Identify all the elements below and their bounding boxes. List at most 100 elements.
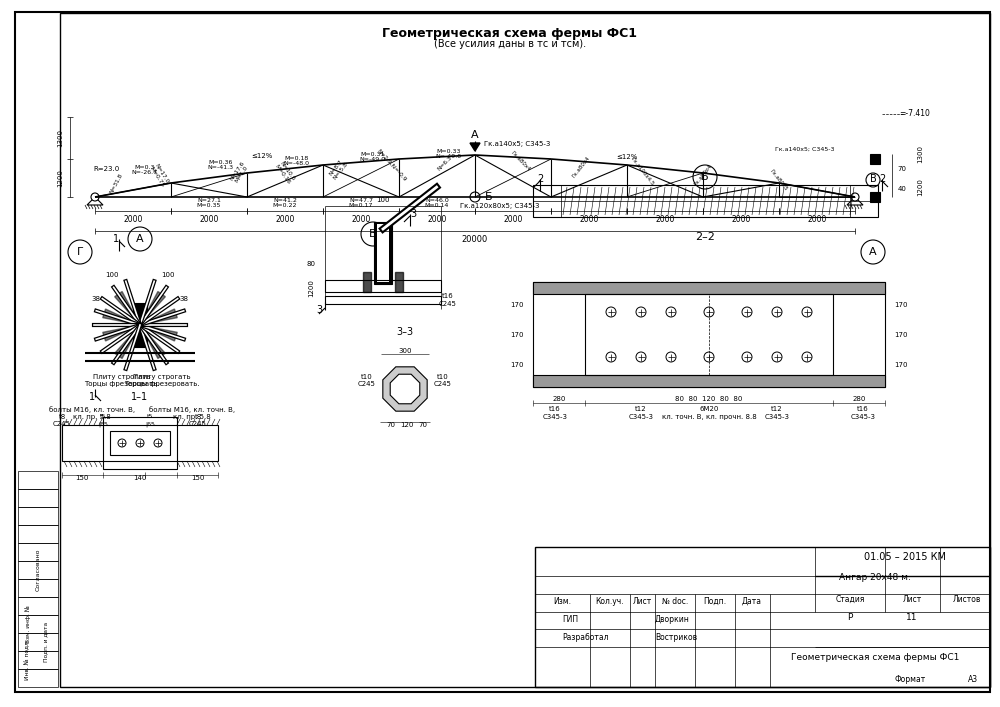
Text: 3: 3 bbox=[410, 209, 416, 219]
Text: N=17.0
M=0.75: N=17.0 M=0.75 bbox=[149, 163, 170, 187]
Text: 300: 300 bbox=[398, 348, 412, 354]
Text: t10: t10 bbox=[361, 374, 373, 380]
Text: Торцы фрезеровать.: Торцы фрезеровать. bbox=[84, 381, 160, 387]
Text: Лист: Лист bbox=[902, 595, 922, 604]
Text: 70: 70 bbox=[418, 422, 428, 428]
Text: M=0.18
N=-48.0: M=0.18 N=-48.0 bbox=[283, 156, 309, 166]
Text: ГИП: ГИП bbox=[562, 616, 578, 624]
Text: Формат: Формат bbox=[894, 674, 926, 684]
Circle shape bbox=[851, 193, 859, 201]
Text: 3–3: 3–3 bbox=[396, 327, 414, 337]
Polygon shape bbox=[395, 272, 403, 292]
Bar bbox=[18, 489, 58, 507]
Text: N=27.1
M=0.35: N=27.1 M=0.35 bbox=[197, 197, 221, 209]
Text: 170: 170 bbox=[510, 362, 524, 368]
Text: 38: 38 bbox=[180, 296, 188, 302]
Bar bbox=[325, 280, 441, 292]
Text: Гк.а140х5; С345-3: Гк.а140х5; С345-3 bbox=[775, 146, 835, 151]
Polygon shape bbox=[103, 325, 140, 341]
Text: Гк.а120х80х5; С345-3: Гк.а120х80х5; С345-3 bbox=[460, 203, 540, 209]
Text: № doc.: № doc. bbox=[662, 597, 688, 605]
Text: болты М16, кл. точн. В,: болты М16, кл. точн. В, bbox=[149, 407, 235, 414]
Text: t16: t16 bbox=[549, 406, 561, 412]
Text: ≤12%: ≤12% bbox=[616, 154, 638, 160]
Text: Р: Р bbox=[847, 612, 853, 621]
Polygon shape bbox=[390, 374, 420, 404]
Text: 80  80  120  80  80: 80 80 120 80 80 bbox=[675, 396, 743, 402]
Text: N=31.8: N=31.8 bbox=[109, 172, 124, 194]
Text: 2000: 2000 bbox=[731, 214, 751, 223]
Polygon shape bbox=[470, 143, 480, 151]
Text: 1200: 1200 bbox=[308, 279, 314, 297]
Polygon shape bbox=[115, 291, 140, 325]
Text: 2000: 2000 bbox=[427, 214, 447, 223]
Text: 1: 1 bbox=[113, 234, 119, 244]
Text: Востриков: Востриков bbox=[655, 633, 697, 643]
Text: 70: 70 bbox=[898, 166, 906, 172]
Bar bbox=[18, 561, 58, 579]
Text: Стадия: Стадия bbox=[835, 595, 865, 604]
Text: В: В bbox=[870, 174, 876, 184]
Text: C245: C245 bbox=[53, 421, 71, 427]
Text: Подп.: Подп. bbox=[703, 597, 727, 605]
Polygon shape bbox=[140, 325, 177, 341]
Text: Б: Б bbox=[701, 172, 709, 182]
Text: 170: 170 bbox=[894, 302, 908, 308]
Text: Дворкин: Дворкин bbox=[655, 616, 690, 624]
Text: 20000: 20000 bbox=[462, 235, 488, 243]
Text: 38: 38 bbox=[92, 296, 100, 302]
Text: Геометрическая схема фермы ФС1: Геометрическая схема фермы ФС1 bbox=[382, 28, 638, 40]
Text: кл. пр. 5.8: кл. пр. 5.8 bbox=[73, 414, 111, 420]
Text: Дата: Дата bbox=[742, 597, 762, 605]
Circle shape bbox=[91, 193, 99, 201]
Text: Геометрическая схема фермы ФС1: Геометрическая схема фермы ФС1 bbox=[791, 653, 959, 662]
Text: Гк.а140х5; С345-3: Гк.а140х5; С345-3 bbox=[484, 141, 550, 147]
Text: Инв. № подл.: Инв. № подл. bbox=[25, 640, 31, 680]
Text: N=41.2
M=0.22: N=41.2 M=0.22 bbox=[273, 197, 297, 209]
Text: Изм.: Изм. bbox=[553, 597, 571, 605]
Text: N=6.3: N=6.3 bbox=[436, 155, 453, 171]
Text: M=0.31
N=-49.0: M=0.31 N=-49.0 bbox=[359, 151, 385, 163]
Text: 280: 280 bbox=[852, 396, 866, 402]
Polygon shape bbox=[140, 309, 177, 325]
Text: кл. пр. 5.8: кл. пр. 5.8 bbox=[173, 414, 211, 420]
Text: 170: 170 bbox=[894, 362, 908, 368]
Text: 280: 280 bbox=[552, 396, 566, 402]
Text: N=8.7
N=-5.8: N=8.7 N=-5.8 bbox=[328, 158, 349, 180]
Bar bbox=[18, 633, 58, 651]
Text: t5: t5 bbox=[147, 414, 153, 419]
Text: 40: 40 bbox=[898, 186, 906, 192]
Polygon shape bbox=[363, 272, 371, 292]
Polygon shape bbox=[383, 367, 427, 411]
Text: Г: Г bbox=[77, 247, 83, 257]
Bar bbox=[533, 185, 878, 217]
Text: 170: 170 bbox=[894, 332, 908, 338]
Text: 170: 170 bbox=[510, 332, 524, 338]
Bar bbox=[870, 154, 880, 164]
Text: А: А bbox=[136, 234, 144, 244]
Text: Гк.а80х4: Гк.а80х4 bbox=[510, 150, 531, 172]
Text: Б: Б bbox=[485, 192, 493, 202]
Bar bbox=[533, 282, 885, 294]
Text: C245: C245 bbox=[358, 381, 376, 387]
Text: N=10.6
M=0.16: N=10.6 M=0.16 bbox=[274, 160, 296, 185]
Text: |65: |65 bbox=[98, 421, 108, 427]
Bar bbox=[535, 547, 990, 687]
Text: N=47.7
M=0.17: N=47.7 M=0.17 bbox=[349, 197, 373, 209]
Bar bbox=[377, 224, 389, 282]
Text: t8: t8 bbox=[194, 414, 202, 420]
Text: N=2.9,N=-0.9: N=2.9,N=-0.9 bbox=[376, 148, 407, 182]
Text: Подп. и дата: Подп. и дата bbox=[44, 622, 48, 662]
Text: C245: C245 bbox=[434, 381, 452, 387]
Text: 2000: 2000 bbox=[655, 214, 675, 223]
Bar bbox=[18, 471, 58, 489]
Text: 2000: 2000 bbox=[275, 214, 295, 223]
Text: Кол.уч.: Кол.уч. bbox=[596, 597, 624, 605]
Text: болты М16, кл. точн. В,: болты М16, кл. точн. В, bbox=[49, 407, 135, 414]
Bar bbox=[374, 222, 392, 284]
Text: Торцы фрезеровать.: Торцы фрезеровать. bbox=[124, 381, 200, 387]
Text: В: В bbox=[369, 229, 377, 239]
Text: 1–1: 1–1 bbox=[131, 392, 149, 402]
Text: 1300: 1300 bbox=[57, 129, 63, 147]
Bar bbox=[18, 651, 58, 669]
